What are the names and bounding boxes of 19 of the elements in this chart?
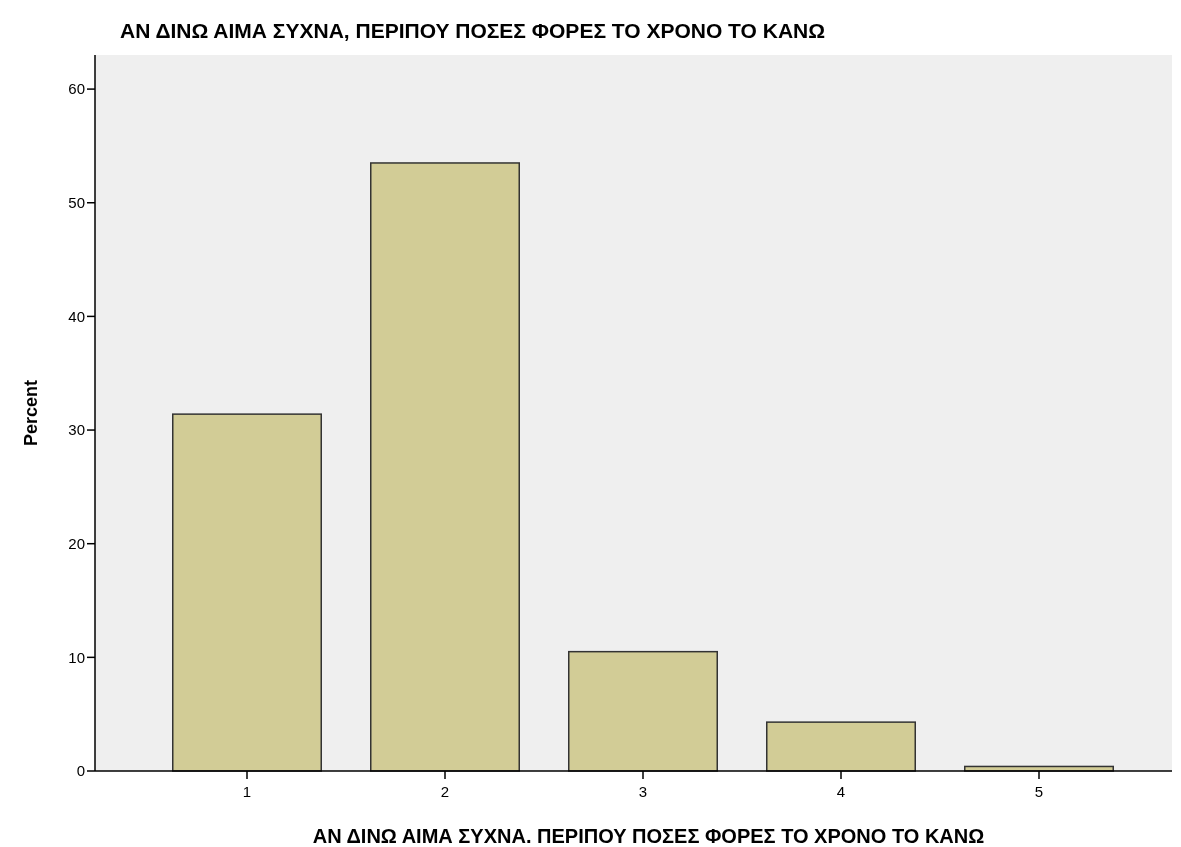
bar: [172, 413, 322, 772]
y-tick-label: 30: [68, 421, 85, 439]
y-axis-title: Percent: [21, 379, 41, 447]
y-tick-label: 50: [68, 194, 85, 211]
y-tick-label: 60: [68, 80, 85, 98]
x-axis-title: ΑΝ ΔΙΝΩ ΑΙΜΑ ΣΥΧΝΑ. ΠΕΡΙΠΟΥ ΠΟΣΕΣ ΦΟΡΕΣ ΤΟ ΧΡΟΝΟ ΤΟ ΚΑΝΩ: [312, 825, 985, 847]
y-tick-label: 10: [68, 648, 85, 666]
x-tick-label: 2: [440, 783, 450, 800]
bar: [568, 650, 718, 772]
y-tick-label: 20: [68, 534, 85, 552]
x-tick-label: 1: [242, 783, 252, 800]
x-tick-label: 4: [836, 783, 846, 800]
x-tick-label: 5: [1034, 783, 1044, 800]
bar: [370, 162, 520, 772]
y-tick-label: 0: [76, 762, 85, 780]
x-tick-label: 3: [638, 783, 648, 800]
chart-title: ΑΝ ΔΙΝΩ ΑΙΜΑ ΣΥΧΝΑ, ΠΕΡΙΠΟΥ ΠΟΣΕΣ ΦΟΡΕΣ ΤΟ ΧΡΟΝΟ ΤΟ ΚΑΝΩ: [120, 19, 826, 42]
y-tick-label: 40: [68, 307, 85, 325]
bar: [766, 721, 916, 772]
